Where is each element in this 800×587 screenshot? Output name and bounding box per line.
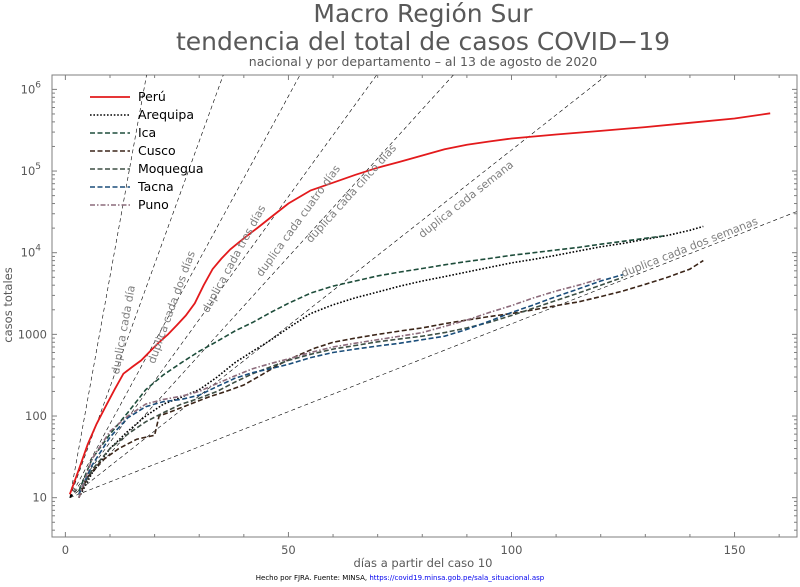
guide-label-1: duplica cada dos días bbox=[145, 249, 198, 365]
x-tick-label-1: 50 bbox=[281, 543, 296, 557]
guide-line-3 bbox=[69, 75, 378, 498]
legend-label-5: Tacna bbox=[137, 179, 174, 194]
y-tick-label-0: 10 bbox=[32, 491, 47, 505]
plot-area: 0 50 100 150 10 100 1000 104 105 106 duplica cada … bbox=[18, 74, 798, 557]
y-tick-label-5: 106 bbox=[21, 80, 42, 96]
legend-label-2: Ica bbox=[138, 125, 156, 140]
series-line-ica bbox=[78, 235, 664, 492]
plot-clip-group bbox=[68, 75, 797, 499]
y-tick-label-3: 104 bbox=[21, 244, 42, 260]
chart-subtitle: tendencia del total de casos COVID−19 bbox=[176, 27, 670, 56]
series-line-cusco bbox=[78, 259, 704, 499]
guide-label-0: duplica cada día bbox=[109, 284, 138, 375]
legend-label-0: Perú bbox=[138, 89, 166, 104]
guide-label-6: duplica cada dos semanas bbox=[619, 215, 760, 281]
legend-label-3: Cusco bbox=[138, 143, 176, 158]
series-line-moquegua bbox=[78, 276, 624, 495]
legend-label-4: Moquegua bbox=[138, 161, 204, 176]
legend-label-6: Puno bbox=[138, 197, 169, 212]
plot-frame bbox=[51, 74, 798, 538]
source-link[interactable]: https://covid19.minsa.gob.pe/sala_situac… bbox=[369, 574, 545, 582]
series-line-tacna bbox=[78, 273, 624, 495]
y-tick-label-1: 100 bbox=[25, 409, 47, 423]
x-axis-label: días a partir del caso 10 bbox=[354, 556, 493, 570]
x-tick-label-3: 150 bbox=[724, 543, 746, 557]
guide-line-5 bbox=[69, 75, 608, 498]
guide-label-5: duplica cada semana bbox=[416, 158, 516, 241]
series-line-puno bbox=[78, 277, 601, 498]
y-tick-label-4: 105 bbox=[21, 162, 41, 178]
covid-chart: Macro Región Sur tendencia del total de … bbox=[1, 0, 798, 570]
series-line-perú bbox=[68, 112, 771, 495]
footer-credit: Hecho por FJRA. Fuente: MINSA, https://c… bbox=[0, 574, 800, 582]
guide-line-6 bbox=[69, 211, 797, 498]
x-tick-label-0: 0 bbox=[62, 543, 69, 557]
guide-line-2 bbox=[69, 75, 301, 498]
y-tick-label-2: 1000 bbox=[18, 327, 47, 341]
chart-title: Macro Región Sur bbox=[313, 0, 533, 28]
chart-caption: nacional y por departamento – al 13 de a… bbox=[249, 54, 597, 69]
footer-text: Hecho por FJRA. Fuente: MINSA, bbox=[255, 574, 368, 582]
legend-label-1: Arequipa bbox=[138, 107, 194, 122]
x-tick-label-2: 100 bbox=[501, 543, 523, 557]
guide-label-2: duplica cada tres días bbox=[199, 203, 268, 315]
series-line-arequipa bbox=[78, 225, 704, 499]
guide-line-4 bbox=[69, 75, 454, 498]
y-axis-label: casos totales bbox=[1, 267, 15, 342]
